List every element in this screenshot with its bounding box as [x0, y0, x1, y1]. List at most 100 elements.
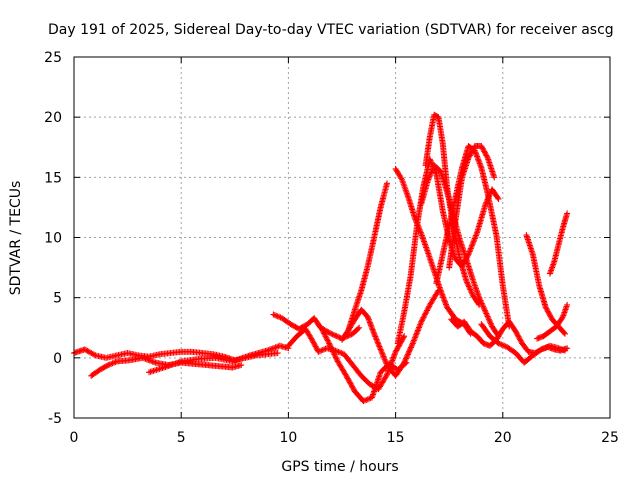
series-arc-7: [345, 287, 442, 379]
data-point: [238, 362, 245, 369]
data-point: [466, 248, 473, 255]
data-point: [371, 330, 378, 337]
series-arc-18: [546, 210, 571, 277]
data-point: [407, 344, 414, 351]
data-point: [323, 336, 330, 343]
data-point: [425, 304, 432, 311]
data-point: [382, 359, 389, 366]
data-point: [467, 287, 474, 294]
data-point: [546, 310, 553, 317]
data-point: [512, 328, 519, 335]
data-point: [276, 313, 283, 320]
data-point: [378, 349, 385, 356]
data-point: [333, 355, 340, 362]
data-point: [318, 324, 325, 331]
series-arc-3: [146, 342, 292, 376]
data-point: [320, 329, 327, 336]
data-point: [561, 330, 568, 337]
data-point: [463, 277, 470, 284]
data-point: [422, 310, 429, 317]
data-point: [407, 345, 414, 352]
data-point: [366, 395, 373, 402]
data-point: [501, 342, 508, 349]
data-point: [544, 344, 551, 351]
data-point: [513, 329, 520, 336]
data-point: [372, 333, 379, 340]
data-point: [372, 335, 379, 342]
data-point: [308, 336, 315, 343]
data-point: [324, 337, 331, 344]
data-point: [392, 348, 399, 355]
data-point: [274, 313, 281, 320]
data-point: [348, 382, 355, 389]
data-point: [483, 310, 490, 317]
data-point: [111, 359, 118, 366]
data-point: [355, 325, 362, 332]
data-point: [423, 308, 430, 315]
data-point: [539, 345, 546, 352]
data-point: [311, 342, 318, 349]
data-point: [473, 231, 480, 238]
data-point: [425, 176, 432, 183]
series-arc-6: [317, 323, 410, 405]
series-arc-16: [478, 321, 568, 366]
data-point: [109, 360, 116, 367]
data-point: [344, 374, 351, 381]
data-point: [465, 155, 472, 162]
data-point: [471, 236, 478, 243]
data-point: [326, 330, 333, 337]
data-point: [514, 332, 521, 339]
data-point: [517, 337, 524, 344]
data-point: [428, 167, 435, 174]
data-point: [546, 312, 553, 319]
x-tick-label: 10: [279, 430, 297, 446]
data-point: [481, 149, 488, 156]
y-tick-label: 25: [44, 50, 62, 66]
y-tick-label: 15: [44, 170, 62, 186]
data-point: [379, 352, 386, 359]
data-point: [468, 242, 475, 249]
data-point: [356, 324, 363, 331]
data-point: [414, 327, 421, 334]
data-point: [309, 338, 316, 345]
data-point: [274, 350, 281, 357]
data-point: [516, 336, 523, 343]
data-point: [467, 151, 474, 158]
data-point: [332, 354, 339, 361]
data-point: [321, 330, 328, 337]
series-arc-8: [339, 180, 391, 343]
data-point: [412, 333, 419, 340]
data-point: [485, 316, 492, 323]
data-point: [380, 353, 387, 360]
data-point: [469, 241, 476, 248]
x-tick-label: 15: [387, 430, 405, 446]
data-point: [328, 344, 335, 351]
data-point: [323, 334, 330, 341]
data-point: [322, 333, 329, 340]
data-point: [468, 149, 475, 156]
data-point: [319, 347, 326, 354]
data-point: [427, 172, 434, 179]
data-point: [346, 378, 353, 385]
data-point: [346, 379, 353, 386]
data-point: [488, 322, 495, 329]
data-point: [330, 350, 337, 357]
data-point: [381, 356, 388, 363]
data-marks: [71, 111, 571, 405]
data-point: [468, 289, 475, 296]
data-point: [424, 307, 431, 314]
data-point: [398, 175, 405, 182]
data-point: [428, 169, 435, 176]
data-point: [345, 376, 352, 383]
data-point: [465, 282, 472, 289]
data-point: [424, 177, 431, 184]
x-axis-title: GPS time / hours: [281, 459, 398, 475]
data-point: [564, 210, 571, 217]
data-point: [384, 180, 391, 187]
data-point: [469, 148, 476, 155]
data-point: [333, 333, 340, 340]
data-point: [472, 234, 479, 241]
data-point: [405, 350, 412, 357]
x-tick-label: 5: [177, 430, 186, 446]
